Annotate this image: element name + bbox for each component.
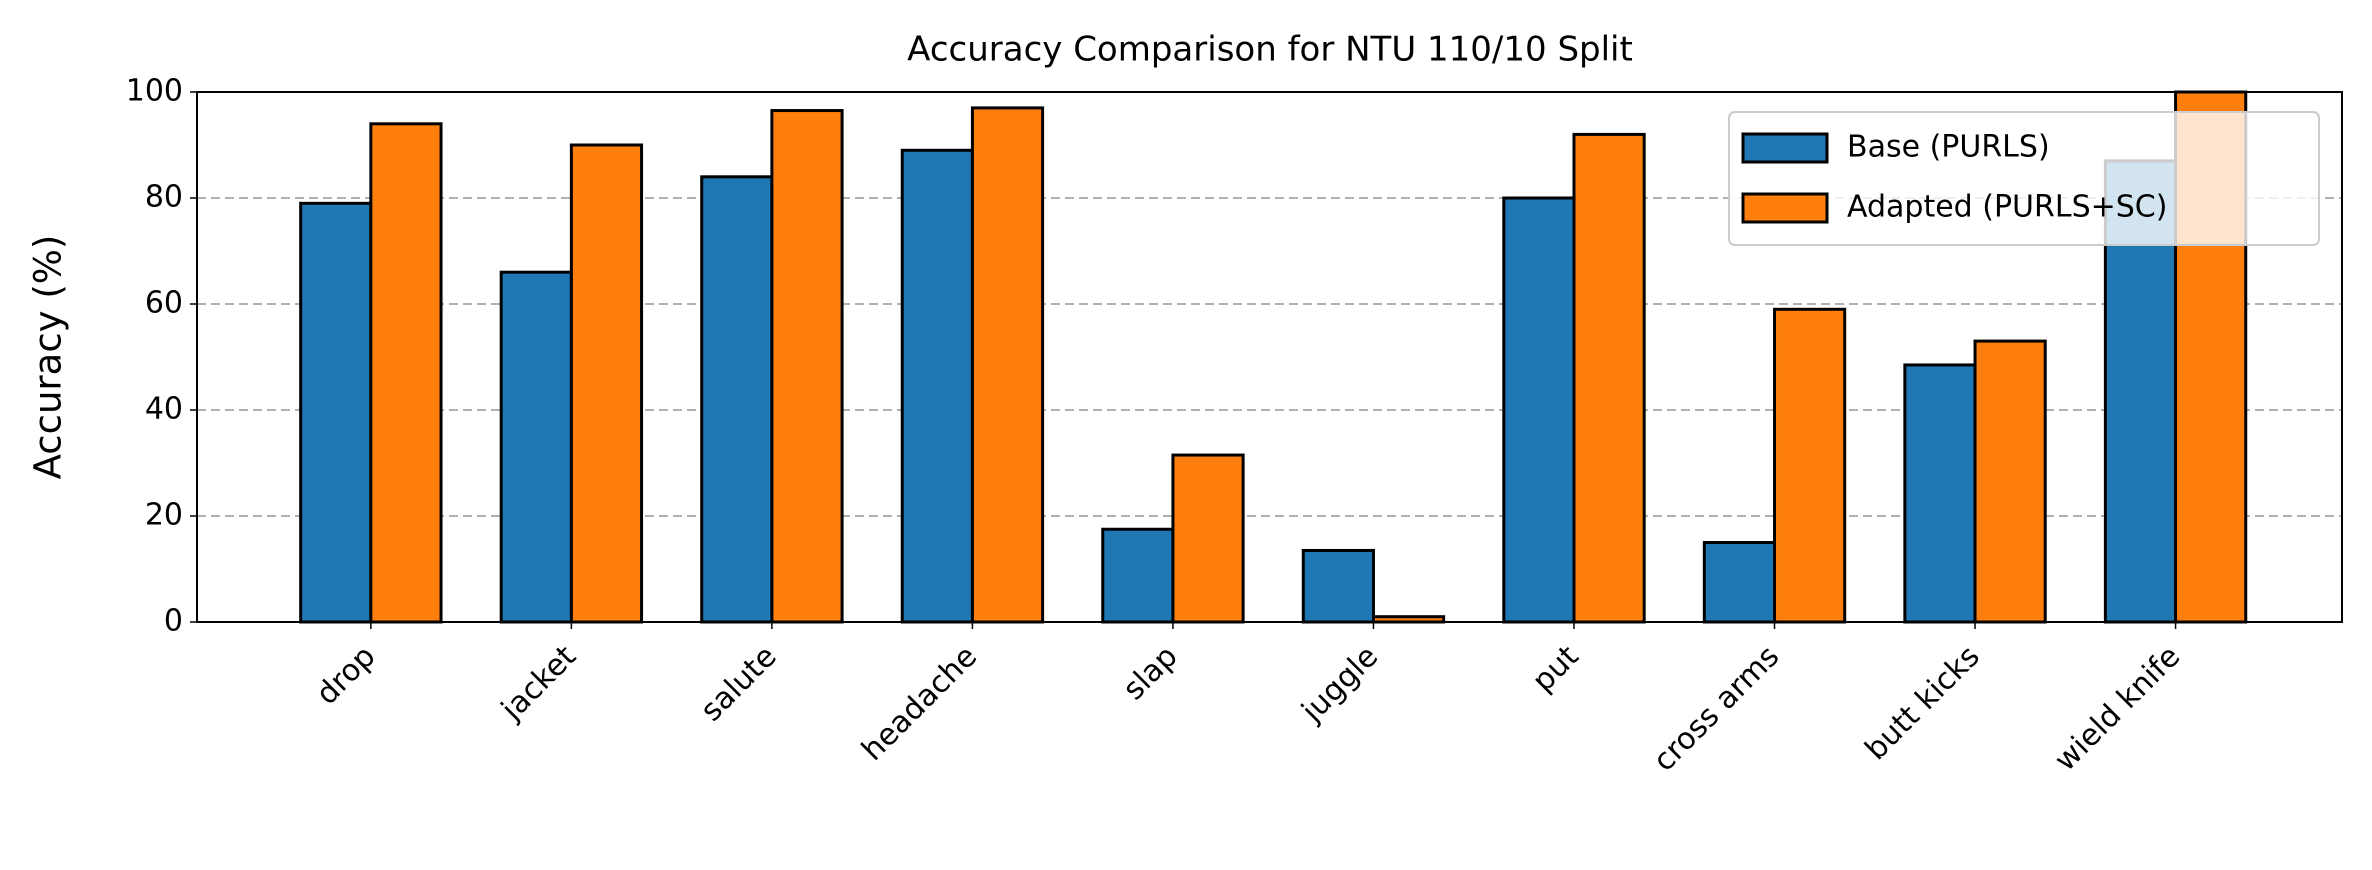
x-tick-label: wield knife [2048,639,2187,778]
legend: Base (PURLS) Adapted (PURLS+SC) [1728,111,2320,246]
y-tick-label: 0 [164,604,183,639]
x-tick-label: juggle [1294,639,1385,730]
bar [770,109,844,624]
bar [970,106,1045,624]
chart-title: Accuracy Comparison for NTU 110/10 Split [907,30,1633,70]
bar [369,122,443,624]
bar [299,201,373,624]
legend-swatch [1741,132,1829,164]
x-tick-label: butt kicks [1858,639,1986,767]
x-tick-label: headache [855,639,984,768]
legend-swatch [1741,192,1829,224]
y-tick-label: 80 [145,180,183,215]
x-tick-label: salute [694,639,784,729]
bar [1502,196,1576,624]
x-tick-label: jacket [494,639,583,728]
y-tick-label: 40 [145,392,183,427]
bar [900,148,974,624]
bar [1903,363,1977,624]
bar [1572,132,1646,624]
bar [1171,453,1245,624]
y-axis-label: Accuracy (%) [27,235,70,480]
bar [499,270,573,624]
legend-label: Base (PURLS) [1847,130,2050,165]
x-tick-label: cross arms [1647,639,1787,779]
bar [1301,548,1375,624]
plot-frame [196,91,2343,623]
y-tick-label: 100 [126,74,183,109]
legend-label: Adapted (PURLS+SC) [1847,190,2167,225]
bar [1973,339,2047,624]
x-tick-label: slap [1116,639,1184,707]
x-tick-label: drop [310,639,383,712]
bar [569,143,644,624]
y-tick-label: 60 [145,286,183,321]
x-tick-label: put [1526,639,1586,699]
legend-box [1728,111,2320,246]
y-tick-label: 20 [145,498,183,533]
bar [1101,527,1175,624]
bar [1773,307,1847,624]
bar [1702,541,1777,624]
bar [700,175,774,624]
